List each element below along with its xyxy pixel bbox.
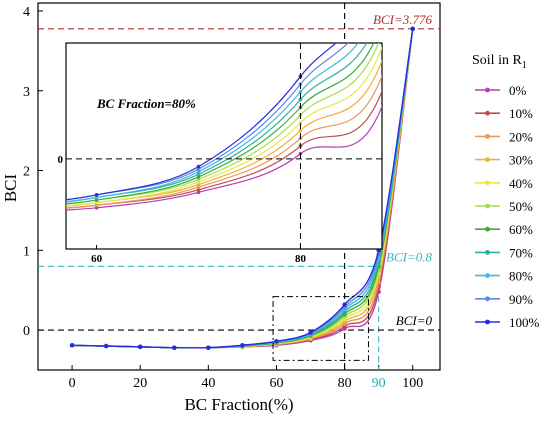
inset-series-point [94,198,99,202]
y-tick-label: 3 [23,85,30,100]
inset-plot: 60 80 0 BC Fraction=80% [58,42,383,265]
legend-label: 100% [509,315,540,330]
zoom-box [272,296,369,361]
legend-swatch-dot [485,87,490,93]
inset-y-tick-label: 0 [58,154,64,166]
legend-swatch-dot [485,134,490,139]
main-axis-ticks: 0 20 40 60 80 100 90 0 1 2 3 4 [23,5,423,391]
series-point [240,343,245,348]
inset-series-point [94,193,99,197]
x-tick-label: 100 [402,376,423,391]
inset-series-point [196,182,201,187]
legend-label: 60% [509,222,533,237]
x-axis-title: BC Fraction(%) [184,395,293,414]
inset-series-line [66,74,382,209]
inset-series-point [196,180,201,184]
legend-swatch-dot [485,203,490,209]
inset-series-point [196,172,201,177]
legend-swatch-dot [485,319,490,325]
inset-series-point [196,169,201,174]
legend-label: 70% [509,245,533,260]
inset-x-tick-label: 80 [295,253,307,265]
y-tick-label: 2 [23,165,30,180]
inset-series-point [196,190,201,195]
legend-label: 40% [509,176,533,191]
inset-series-point [298,90,303,94]
legend-items: 0% 10% 20% 30% 40% 50% 60% 70% 80% 90% 100% [475,83,540,330]
series-point [274,339,279,344]
legend-label: 10% [509,106,533,121]
legend-label: 20% [509,129,533,144]
inset-series-point [196,164,201,169]
series-point [69,343,75,348]
series-point [138,344,143,350]
legend-label: 50% [509,199,533,214]
legend-label: 80% [509,269,533,284]
inset-series-line [66,45,382,207]
inset-series-line [66,105,382,211]
series-point [103,343,109,349]
legend-title: Soil in R1 [472,53,527,71]
legend-swatch-dot [485,273,490,278]
inset-series-point [94,206,99,210]
ref-line-label: BCI=0 [396,313,433,328]
main-series-group [69,26,415,350]
plot-frame [37,2,441,371]
inset-series-line [66,43,375,205]
series-point [410,26,415,32]
inset-x-tick-label: 60 [91,253,103,265]
inset-series-point [94,200,99,205]
series-point [342,302,347,307]
y-tick-label: 4 [23,5,30,20]
series-point [206,345,211,350]
legend-swatch-dot [485,250,490,255]
legend: Soil in R1 0% 10% 20% 30% 40% 50% 60% 70% 80% 90%… [472,53,540,330]
inset-series-point [196,175,201,179]
y-axis-title: BCI [1,173,20,202]
inset-series-line [66,43,360,203]
legend-swatch-dot [485,110,490,116]
x-tick-label: 0 [69,376,76,391]
inset-series-point [298,97,303,102]
legend-label: 30% [509,153,533,168]
inset-series-group [66,43,382,211]
series-point [172,345,177,350]
x-tick-label: 20 [133,376,147,391]
x-tick-label: 80 [338,376,352,391]
y-tick-label: 0 [23,324,30,339]
legend-swatch-dot [485,157,490,163]
inset-series-point [196,177,201,182]
legend-swatch-dot [485,296,490,302]
series-point [308,330,313,335]
inset-ticks: 60 80 0 [58,154,307,265]
x-highlight-tick-label: 90 [372,376,386,391]
inset-series-point [94,195,99,200]
legend-label: 0% [509,83,527,98]
inset-series-point [298,128,303,133]
inset-series-point [196,167,201,171]
inset-series-point [94,203,99,208]
legend-label: 90% [509,292,533,307]
x-tick-label: 40 [201,376,215,391]
inset-guides [66,43,382,249]
inset-series-line [66,43,337,201]
inset-annotation: BC Fraction=80% [96,96,196,111]
inset-series-point [196,187,201,192]
x-tick-label: 60 [269,376,283,391]
legend-swatch-dot [485,180,490,186]
ref-line-label: BCI=3.776 [373,12,432,27]
inset-series-point [196,185,201,189]
y-tick-label: 1 [23,244,30,259]
inset-series-point [298,121,303,125]
ref-line-label: BCI=0.8 [386,249,432,264]
legend-swatch-dot [485,226,490,232]
